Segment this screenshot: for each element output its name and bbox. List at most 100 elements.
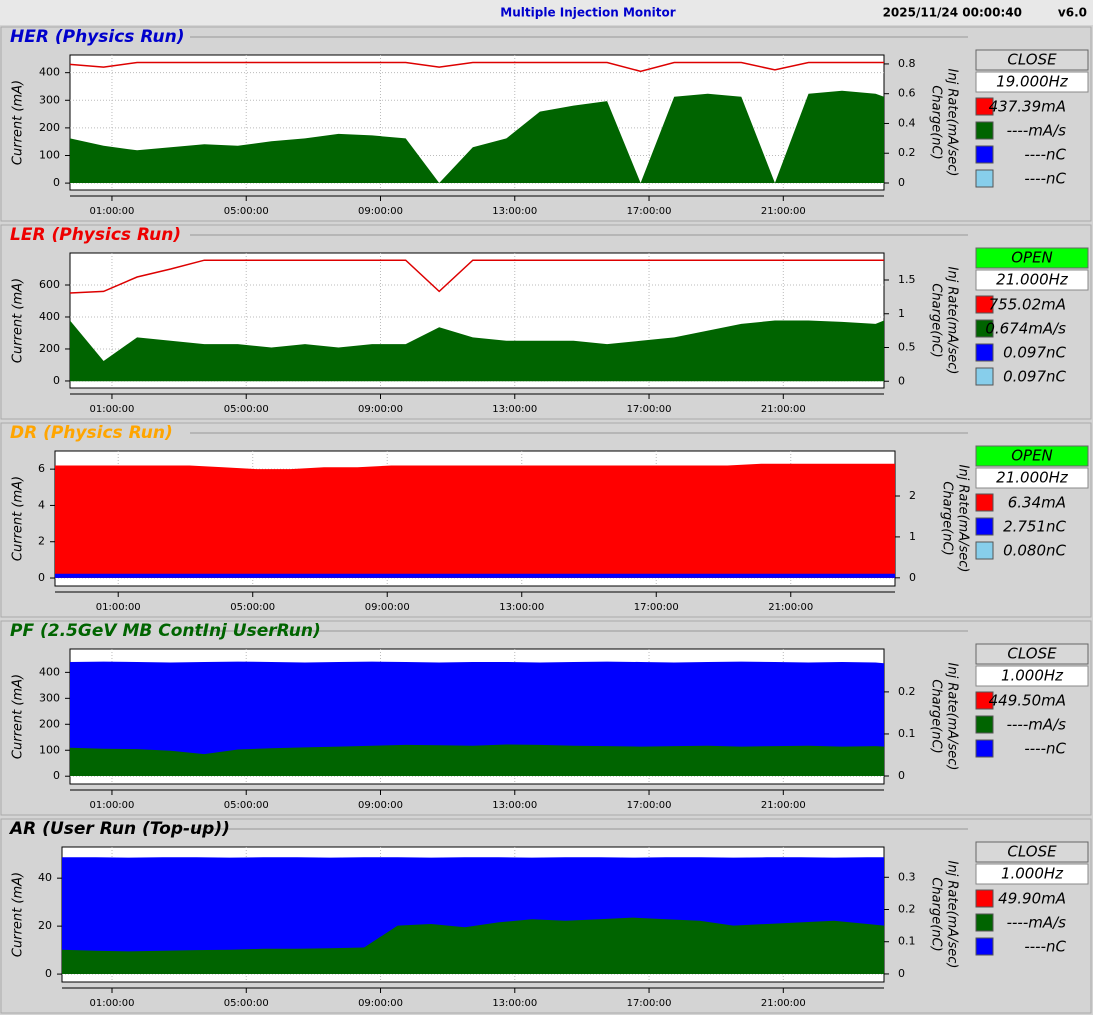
- rate-label: 1.000Hz: [1001, 667, 1064, 685]
- status-label: OPEN: [1011, 249, 1053, 267]
- panel-name: AR: [8, 819, 36, 839]
- y-tick-label: 20: [38, 919, 52, 932]
- y2-tick-label: 0.5: [898, 341, 916, 354]
- y-tick-label: 200: [39, 121, 60, 134]
- rate-label: 1.000Hz: [1001, 865, 1064, 883]
- readout: ----nC: [1024, 170, 1066, 188]
- y-tick-label: 400: [39, 66, 60, 79]
- y-axis-label: Current (mA): [11, 278, 26, 363]
- x-tick-label: 01:00:00: [90, 998, 135, 1009]
- panel-subtitle: (2.5GeV MB ContInj UserRun): [40, 621, 321, 641]
- panel-title: PF (2.5GeV MB ContInj UserRun): [10, 621, 321, 641]
- status-label: CLOSE: [1007, 645, 1057, 663]
- y2-tick-label: 0.2: [898, 685, 916, 698]
- x-tick-label: 01:00:00: [96, 602, 141, 613]
- legend-swatch: [975, 739, 994, 758]
- y-tick-label: 300: [39, 93, 60, 106]
- legend-swatch: [975, 319, 994, 338]
- panel-subtitle: (Physics Run): [55, 27, 185, 47]
- y2-tick-label: 1.5: [898, 273, 916, 286]
- current-line: [69, 61, 884, 73]
- y-tick-label: 0: [53, 374, 60, 387]
- x-tick-label: 05:00:00: [224, 404, 269, 415]
- y2-axis-label: Charge(nC): [929, 877, 944, 951]
- area: [55, 463, 895, 579]
- readout: ----mA/s: [1007, 716, 1067, 734]
- y2-axis-label: Inj Rate(mA/sec): [956, 465, 971, 573]
- y-tick-label: 400: [39, 310, 60, 323]
- panel-name: HER: [10, 27, 49, 47]
- panel-title: HER (Physics Run): [10, 27, 184, 47]
- x-tick-label: 21:00:00: [768, 602, 813, 613]
- legend-swatch: [975, 691, 994, 710]
- rate-label: 21.000Hz: [996, 469, 1069, 487]
- readout: ----mA/s: [1007, 122, 1067, 140]
- rate-box: [975, 863, 1089, 885]
- y2-tick-label: 0: [909, 571, 916, 584]
- panel-name: DR: [10, 423, 37, 443]
- readout: 449.50mA: [989, 692, 1066, 710]
- legend-swatch: [975, 97, 994, 116]
- area: [70, 320, 884, 382]
- readout: ----nC: [1024, 740, 1066, 758]
- y2-axis-label: Inj Rate(mA/sec): [945, 69, 960, 177]
- x-tick-label: 17:00:00: [634, 602, 679, 613]
- current-line: [69, 259, 884, 294]
- rate-label: 19.000Hz: [996, 73, 1069, 91]
- panel-name: PF: [10, 621, 34, 641]
- y-axis-label: Current (mA): [11, 674, 26, 759]
- legend-swatch: [975, 145, 994, 164]
- y2-tick-label: 0: [898, 374, 905, 387]
- readout: 755.02mA: [989, 296, 1066, 314]
- readout: 437.39mA: [989, 98, 1066, 116]
- area: [62, 917, 884, 974]
- x-tick-label: 01:00:00: [89, 206, 134, 217]
- y2-tick-label: 1: [898, 307, 905, 320]
- x-tick-label: 09:00:00: [358, 800, 403, 811]
- y2-tick-label: 0.2: [898, 146, 916, 159]
- readout: ----nC: [1024, 146, 1066, 164]
- y-tick-label: 300: [39, 691, 60, 704]
- y-tick-label: 2: [38, 535, 45, 548]
- rate-box: [975, 665, 1089, 687]
- y-tick-label: 400: [39, 665, 60, 678]
- panel-title: LER (Physics Run): [10, 225, 181, 245]
- x-tick-label: 13:00:00: [492, 998, 537, 1009]
- x-tick-label: 13:00:00: [492, 800, 537, 811]
- readout: 6.34mA: [1008, 494, 1066, 512]
- readout: 49.90mA: [998, 890, 1066, 908]
- y2-axis-label: Charge(nC): [940, 481, 955, 555]
- status-button: [975, 643, 1089, 665]
- readout: 0.674mA/s: [985, 320, 1066, 338]
- y2-tick-label: 0.6: [898, 87, 916, 100]
- status-label: OPEN: [1011, 447, 1053, 465]
- rate-box: [975, 71, 1089, 93]
- x-tick-label: 17:00:00: [627, 206, 672, 217]
- y-tick-label: 0: [53, 769, 60, 782]
- y-tick-label: 40: [38, 871, 52, 884]
- status-label: CLOSE: [1007, 51, 1057, 69]
- y2-tick-label: 0.4: [898, 116, 916, 129]
- y-tick-label: 200: [39, 717, 60, 730]
- y2-tick-label: 0.8: [898, 57, 916, 70]
- y-tick-label: 600: [39, 278, 60, 291]
- status-button: [975, 841, 1089, 863]
- panel-subtitle: (Physics Run): [51, 225, 181, 245]
- x-tick-label: 13:00:00: [499, 602, 544, 613]
- x-tick-label: 09:00:00: [358, 206, 403, 217]
- rate-label: 21.000Hz: [996, 271, 1069, 289]
- legend-swatch: [975, 541, 994, 560]
- page-title: Multiple Injection Monitor: [500, 6, 675, 20]
- panel-title: DR (Physics Run): [10, 423, 173, 443]
- y-tick-label: 0: [53, 176, 60, 189]
- x-tick-label: 13:00:00: [492, 206, 537, 217]
- x-tick-label: 21:00:00: [761, 800, 806, 811]
- x-tick-label: 01:00:00: [89, 800, 134, 811]
- readout: ----nC: [1024, 938, 1066, 956]
- legend-swatch: [975, 493, 994, 512]
- y-tick-label: 0: [45, 967, 52, 980]
- x-tick-label: 21:00:00: [761, 206, 806, 217]
- legend-swatch: [975, 367, 994, 386]
- y2-axis-label: Charge(nC): [929, 679, 944, 753]
- panel-name: LER: [10, 225, 46, 245]
